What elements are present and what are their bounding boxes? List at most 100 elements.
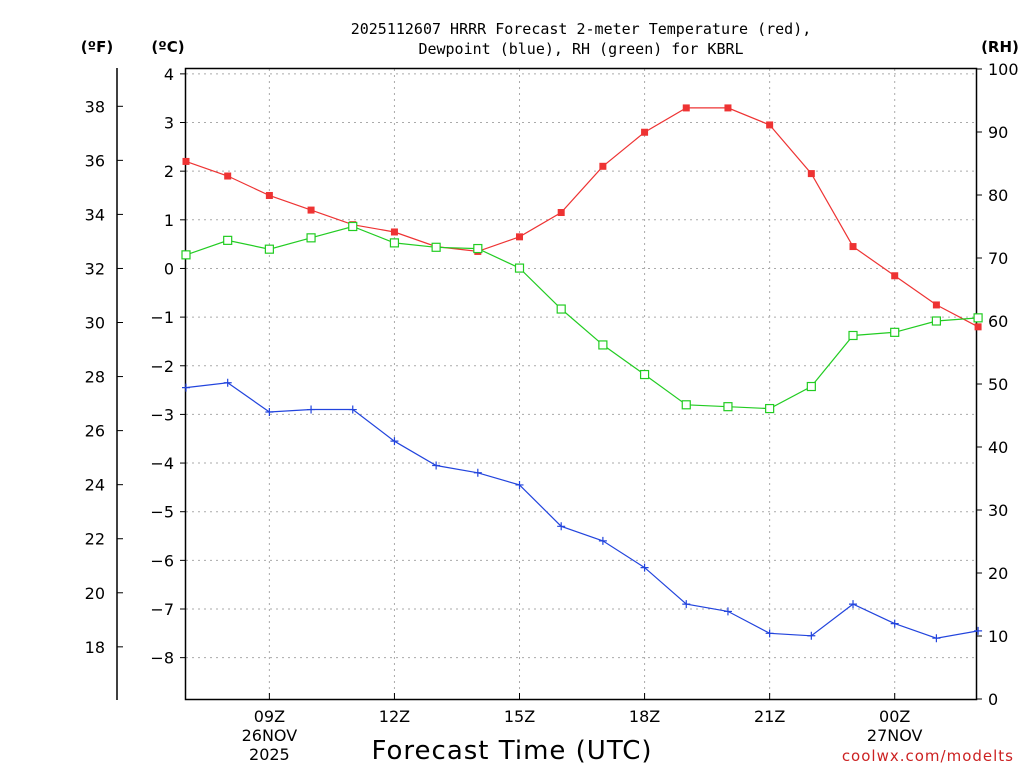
celsius-tick-label: 0	[164, 259, 174, 278]
series-layer	[181, 104, 983, 643]
dewpoint-point	[932, 634, 941, 643]
dewpoint-point	[265, 407, 274, 416]
gridlines	[186, 69, 976, 699]
temperature-point	[224, 172, 232, 180]
rh-point	[389, 238, 400, 248]
chart-title-line1: 2025112607 HRRR Forecast 2-meter Tempera…	[351, 20, 812, 38]
rh-point	[348, 221, 358, 232]
rh-tick-label: 20	[988, 564, 1008, 583]
temperature-point	[932, 301, 940, 309]
dewpoint-point	[223, 378, 232, 387]
dewpoint-point	[640, 563, 649, 572]
rh-point	[973, 313, 983, 323]
rh-point	[598, 340, 608, 350]
rh-tick-label: 90	[988, 123, 1008, 142]
celsius-tick-label: 2	[164, 162, 174, 181]
watermark: coolwx.com/modelts	[842, 747, 1014, 765]
time-tick-label: 12Z	[379, 707, 410, 726]
fahrenheit-ticks: 38 36 34 32 30 28 26 24 22 20 18	[85, 97, 123, 657]
celsius-tick-label: −2	[150, 357, 174, 376]
rh-point	[514, 263, 525, 273]
rh-point	[223, 235, 233, 245]
temperature-point	[974, 323, 982, 331]
plot-frame	[184, 67, 978, 701]
time-tick-label: 15Z	[504, 707, 535, 726]
dewpoint-point	[723, 607, 732, 616]
temperature-point	[766, 121, 774, 129]
temperature-point	[724, 104, 732, 112]
dewpoint-point	[598, 536, 607, 545]
celsius-ticks: 4 3 2 1 0 −1 −2 −3 −4 −5 −6 −7 −8	[150, 65, 186, 668]
celsius-tick-label: −6	[150, 551, 174, 570]
time-tick-date: 27NOV	[867, 726, 923, 745]
rh-line	[185, 225, 979, 410]
celsius-tick-label: 1	[164, 211, 174, 230]
rh-point	[306, 233, 316, 243]
dewpoint-point	[432, 461, 441, 470]
rh-point	[473, 243, 483, 254]
rh-point	[264, 244, 274, 254]
rh-tick-label: 10	[988, 627, 1008, 646]
rh-point	[931, 316, 941, 326]
rh-point	[806, 381, 816, 392]
temperature-point	[390, 228, 398, 236]
rh-point	[639, 369, 650, 380]
fahrenheit-unit-label: (ºF)	[81, 38, 113, 56]
rh-tick-label: 0	[988, 690, 998, 709]
dewpoint-point	[974, 626, 983, 635]
dewpoint-point	[849, 600, 858, 609]
rh-point	[890, 327, 900, 337]
rh-point	[723, 402, 733, 412]
dewpoint-point	[307, 405, 316, 414]
rh-tick-label: 70	[988, 249, 1008, 268]
fahrenheit-tick-label: 20	[85, 584, 105, 603]
temperature-line	[185, 107, 979, 328]
fahrenheit-tick-label: 28	[85, 368, 105, 387]
dewpoint-line	[185, 382, 979, 639]
time-tick-year: 2025	[249, 745, 290, 764]
celsius-unit-label: (ºC)	[151, 38, 184, 56]
fahrenheit-tick-label: 36	[85, 151, 105, 170]
dewpoint-point	[473, 468, 482, 477]
temperature-point	[599, 162, 607, 170]
fahrenheit-tick-label: 22	[85, 530, 105, 549]
rh-point	[681, 400, 691, 410]
rh-tick-label: 50	[988, 375, 1008, 394]
celsius-tick-label: 4	[164, 65, 174, 84]
fahrenheit-tick-label: 32	[85, 259, 105, 278]
temperature-point	[557, 209, 565, 217]
temperature-point	[265, 191, 273, 199]
dewpoint-point	[765, 629, 774, 638]
dewpoint-point	[807, 631, 816, 640]
temperature-point	[516, 233, 524, 241]
celsius-tick-label: −4	[150, 454, 174, 473]
rh-point	[848, 330, 858, 341]
rh-tick-label: 100	[988, 60, 1019, 79]
celsius-tick-label: 3	[164, 114, 174, 133]
dewpoint-point	[557, 522, 566, 531]
rh-tick-label: 60	[988, 312, 1008, 331]
celsius-tick-label: −7	[150, 600, 174, 619]
dewpoint-point	[182, 383, 190, 392]
celsius-tick-label: −5	[150, 503, 174, 522]
temperature-point	[891, 272, 899, 280]
temperature-point	[807, 170, 815, 178]
time-tick-label: 09Z	[254, 707, 285, 726]
time-tick-date: 26NOV	[242, 726, 298, 745]
x-axis-label: Forecast Time (UTC)	[371, 736, 652, 766]
celsius-tick-label: −8	[150, 649, 174, 668]
temperature-point	[641, 128, 649, 136]
temperature-point	[182, 157, 190, 165]
fahrenheit-tick-label: 34	[85, 205, 105, 224]
temperature-point	[307, 206, 315, 214]
rh-point	[181, 250, 191, 260]
rh-tick-label: 30	[988, 501, 1008, 520]
dewpoint-point	[682, 600, 691, 609]
time-tick-label: 18Z	[629, 707, 660, 726]
time-tick-label: 21Z	[754, 707, 785, 726]
dewpoint-point	[890, 619, 899, 628]
fahrenheit-tick-label: 30	[85, 314, 105, 333]
rh-tick-label: 40	[988, 438, 1008, 457]
